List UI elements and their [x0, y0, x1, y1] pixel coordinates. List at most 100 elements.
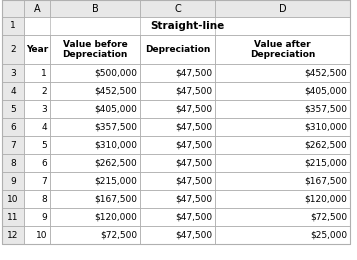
Bar — [215, 172, 350, 190]
Bar — [50, 172, 140, 190]
Bar — [2, 118, 24, 136]
Bar — [215, 35, 350, 64]
Text: $25,000: $25,000 — [310, 231, 347, 239]
Text: $47,500: $47,500 — [175, 140, 212, 150]
Text: $262,500: $262,500 — [94, 159, 137, 167]
Bar — [140, 118, 215, 136]
Text: Value after
Depreciation: Value after Depreciation — [250, 40, 315, 59]
Text: 12: 12 — [7, 231, 19, 239]
Text: $47,500: $47,500 — [175, 68, 212, 77]
Bar — [50, 35, 140, 64]
Bar — [24, 154, 50, 172]
Bar — [215, 154, 350, 172]
Text: 1: 1 — [41, 68, 47, 77]
Bar — [215, 0, 350, 17]
Bar — [2, 35, 24, 64]
Text: 5: 5 — [10, 105, 16, 114]
Text: $72,500: $72,500 — [100, 231, 137, 239]
Text: $47,500: $47,500 — [175, 159, 212, 167]
Text: 8: 8 — [10, 159, 16, 167]
Bar — [24, 64, 50, 82]
Bar — [140, 190, 215, 208]
Text: 3: 3 — [10, 68, 16, 77]
Bar — [215, 136, 350, 154]
Bar — [24, 17, 350, 35]
Text: 2: 2 — [10, 45, 16, 54]
Bar — [215, 118, 350, 136]
Text: $310,000: $310,000 — [304, 122, 347, 132]
Text: 10: 10 — [35, 231, 47, 239]
Text: $262,500: $262,500 — [304, 140, 347, 150]
Text: $215,000: $215,000 — [304, 159, 347, 167]
Text: 4: 4 — [41, 122, 47, 132]
Text: $167,500: $167,500 — [94, 194, 137, 204]
Text: Depreciation: Depreciation — [145, 45, 210, 54]
Text: 3: 3 — [41, 105, 47, 114]
Text: 11: 11 — [7, 212, 19, 222]
Text: $357,500: $357,500 — [94, 122, 137, 132]
Text: C: C — [174, 3, 181, 14]
Bar — [2, 136, 24, 154]
Text: $167,500: $167,500 — [304, 177, 347, 185]
Bar — [24, 100, 50, 118]
Text: Value before
Depreciation: Value before Depreciation — [62, 40, 128, 59]
Bar — [50, 0, 140, 17]
Text: $405,000: $405,000 — [94, 105, 137, 114]
Text: $72,500: $72,500 — [310, 212, 347, 222]
Bar — [140, 0, 215, 17]
Text: 2: 2 — [41, 87, 47, 95]
Bar — [140, 82, 215, 100]
Text: $452,500: $452,500 — [304, 68, 347, 77]
Bar — [24, 190, 50, 208]
Text: 10: 10 — [7, 194, 19, 204]
Bar — [2, 100, 24, 118]
Bar — [2, 17, 24, 35]
Text: $452,500: $452,500 — [94, 87, 137, 95]
Bar — [215, 64, 350, 82]
Text: $500,000: $500,000 — [94, 68, 137, 77]
Text: $357,500: $357,500 — [304, 105, 347, 114]
Bar — [140, 64, 215, 82]
Bar — [50, 136, 140, 154]
Bar — [2, 190, 24, 208]
Text: $120,000: $120,000 — [94, 212, 137, 222]
Bar — [140, 226, 215, 244]
Bar — [215, 226, 350, 244]
Bar — [50, 154, 140, 172]
Bar — [50, 190, 140, 208]
Text: 7: 7 — [41, 177, 47, 185]
Bar — [24, 136, 50, 154]
Text: $47,500: $47,500 — [175, 177, 212, 185]
Text: 8: 8 — [41, 194, 47, 204]
Text: Straight-line: Straight-line — [150, 21, 224, 31]
Text: 1: 1 — [10, 22, 16, 30]
Text: $120,000: $120,000 — [304, 194, 347, 204]
Text: $47,500: $47,500 — [175, 105, 212, 114]
Text: $310,000: $310,000 — [94, 140, 137, 150]
Bar — [50, 226, 140, 244]
Bar — [2, 172, 24, 190]
Text: B: B — [92, 3, 99, 14]
Text: $47,500: $47,500 — [175, 212, 212, 222]
Text: $47,500: $47,500 — [175, 194, 212, 204]
Bar — [215, 100, 350, 118]
Text: 7: 7 — [10, 140, 16, 150]
Bar — [50, 100, 140, 118]
Text: 9: 9 — [41, 212, 47, 222]
Bar — [50, 208, 140, 226]
Bar — [24, 35, 50, 64]
Bar — [215, 82, 350, 100]
Text: D: D — [279, 3, 286, 14]
Bar — [50, 64, 140, 82]
Text: 6: 6 — [10, 122, 16, 132]
Text: 4: 4 — [10, 87, 16, 95]
Bar — [24, 172, 50, 190]
Bar — [24, 208, 50, 226]
Bar — [215, 190, 350, 208]
Bar — [24, 0, 50, 17]
Text: 6: 6 — [41, 159, 47, 167]
Bar — [215, 208, 350, 226]
Text: $47,500: $47,500 — [175, 87, 212, 95]
Bar — [140, 35, 215, 64]
Text: Year: Year — [26, 45, 48, 54]
